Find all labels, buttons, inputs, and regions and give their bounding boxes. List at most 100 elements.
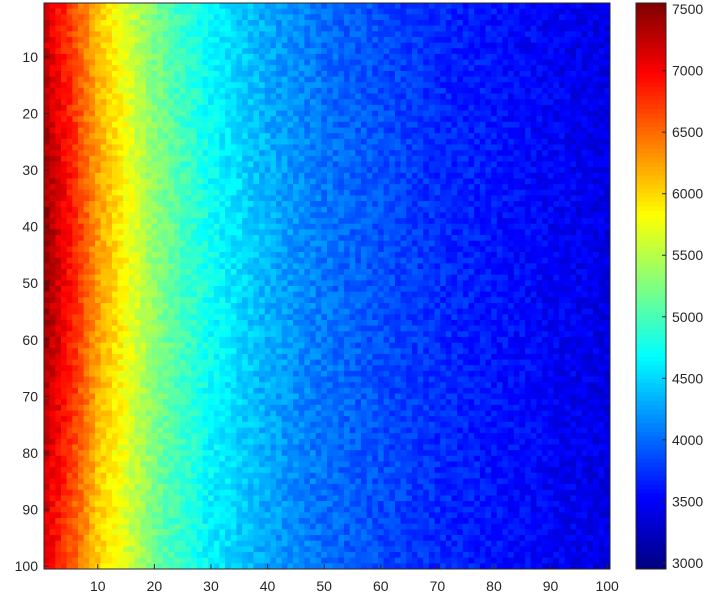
heatmap-cell — [530, 59, 537, 66]
heatmap-cell — [60, 280, 68, 287]
heatmap-cell — [417, 53, 424, 60]
heatmap-cell — [145, 240, 152, 247]
heatmap-cell — [134, 167, 141, 174]
heatmap-cell — [332, 110, 339, 117]
heatmap-cell — [366, 99, 373, 106]
heatmap-cell — [338, 104, 345, 111]
heatmap-cell — [298, 138, 305, 145]
heatmap-cell — [406, 206, 413, 213]
heatmap-cell — [519, 133, 526, 140]
heatmap-cell — [242, 257, 249, 264]
heatmap-cell — [474, 53, 481, 60]
heatmap-cell — [372, 8, 379, 15]
heatmap-cell — [247, 223, 254, 230]
heatmap-cell — [366, 189, 373, 196]
heatmap-cell — [134, 110, 141, 117]
heatmap-cell — [83, 59, 90, 66]
heatmap-cell — [372, 144, 379, 151]
heatmap-cell — [134, 218, 141, 225]
heatmap-cell — [360, 240, 368, 247]
heatmap-cell — [445, 87, 452, 94]
heatmap-cell — [559, 104, 566, 111]
heatmap-cell — [530, 274, 537, 281]
heatmap-cell — [360, 116, 368, 123]
heatmap-cell — [462, 138, 469, 145]
heatmap-cell — [304, 133, 311, 140]
heatmap-cell — [259, 19, 266, 27]
heatmap-cell — [157, 87, 164, 94]
heatmap-cell — [321, 116, 328, 123]
heatmap-cell — [89, 257, 96, 264]
heatmap-cell — [145, 25, 152, 32]
heatmap-cell — [310, 223, 317, 230]
heatmap-cell — [587, 189, 594, 196]
heatmap-cell — [491, 218, 498, 225]
heatmap-cell — [162, 155, 169, 162]
heatmap-cell — [536, 65, 543, 72]
heatmap-cell — [485, 8, 492, 15]
heatmap-cell — [536, 144, 543, 151]
heatmap-cell — [225, 172, 232, 179]
heatmap-cell — [44, 218, 51, 225]
heatmap-cell — [83, 155, 90, 162]
heatmap-cell — [411, 59, 418, 66]
heatmap-cell — [513, 150, 520, 157]
heatmap-cell — [315, 223, 322, 230]
heatmap-cell — [332, 184, 339, 191]
heatmap-cell — [451, 269, 458, 276]
heatmap-cell — [281, 252, 288, 259]
heatmap-cell — [462, 53, 469, 60]
heatmap-cell — [417, 212, 424, 219]
heatmap-cell — [485, 229, 492, 236]
heatmap-cell — [196, 65, 203, 72]
heatmap-cell — [202, 104, 209, 111]
heatmap-cell — [394, 19, 401, 27]
heatmap-cell — [536, 246, 543, 253]
heatmap-cell — [372, 42, 379, 49]
heatmap-cell — [440, 252, 447, 259]
heatmap-cell — [581, 269, 588, 276]
heatmap-cell — [394, 127, 401, 134]
heatmap-cell — [298, 31, 305, 38]
heatmap-cell — [185, 138, 192, 145]
heatmap-cell — [60, 263, 68, 270]
heatmap-cell — [593, 138, 600, 145]
heatmap-cell — [530, 110, 537, 117]
heatmap-cell — [230, 133, 237, 140]
heatmap-cell — [519, 110, 526, 117]
heatmap-cell — [287, 212, 294, 219]
heatmap-cell — [394, 25, 401, 32]
heatmap-cell — [457, 127, 464, 134]
heatmap-cell — [55, 274, 62, 281]
heatmap-cell — [428, 269, 435, 276]
heatmap-cell — [259, 116, 266, 123]
heatmap-cell — [496, 19, 503, 27]
heatmap-cell — [310, 240, 317, 247]
heatmap-cell — [247, 184, 254, 191]
heatmap-cell — [315, 82, 322, 89]
heatmap-cell — [310, 274, 317, 281]
heatmap-cell — [519, 59, 526, 66]
heatmap-cell — [168, 150, 175, 157]
heatmap-cell — [315, 240, 322, 247]
heatmap-cell — [230, 76, 237, 83]
heatmap-cell — [587, 82, 594, 89]
heatmap-cell — [55, 189, 62, 196]
heatmap-cell — [479, 93, 486, 100]
heatmap-cell — [225, 3, 232, 10]
heatmap-cell — [230, 167, 237, 174]
heatmap-cell — [519, 82, 526, 89]
heatmap-cell — [219, 93, 226, 100]
heatmap-cell — [434, 8, 441, 15]
heatmap-cell — [315, 178, 322, 185]
heatmap-cell — [145, 133, 152, 140]
heatmap-cell — [593, 31, 600, 38]
heatmap-cell — [213, 48, 220, 55]
heatmap-cell — [55, 70, 62, 77]
heatmap-cell — [564, 206, 571, 213]
heatmap-cell — [128, 257, 135, 264]
heatmap-cell — [383, 178, 390, 185]
heatmap-cell — [236, 87, 243, 94]
heatmap-cell — [553, 59, 560, 66]
heatmap-cell — [281, 110, 288, 117]
